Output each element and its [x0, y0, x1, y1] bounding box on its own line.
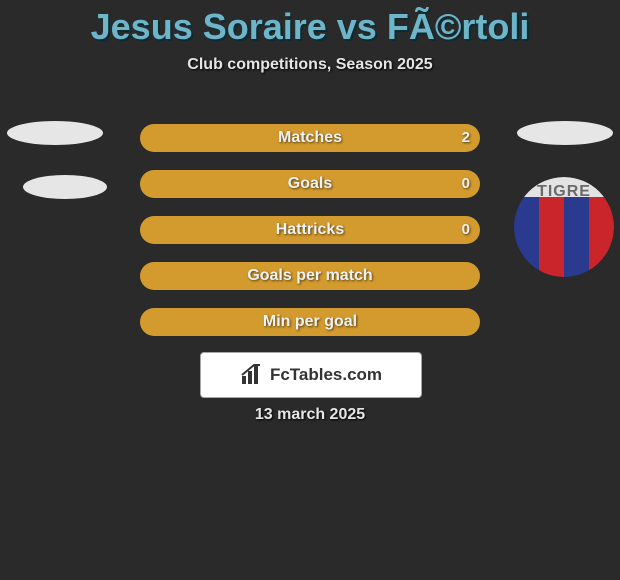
stat-label: Goals per match: [140, 262, 480, 290]
comparison-title: Jesus Soraire vs FÃ©rtoli: [0, 0, 620, 48]
stat-right-value: 0: [462, 170, 470, 198]
player-left: [0, 105, 110, 275]
stat-label: Hattricks: [140, 216, 480, 244]
player-right: TIGRE: [510, 105, 620, 275]
stat-label: Matches: [140, 124, 480, 152]
club-badge-right: TIGRE: [514, 177, 614, 277]
comparison-subtitle: Club competitions, Season 2025: [0, 56, 620, 74]
branding-text: FcTables.com: [270, 365, 382, 385]
stat-row: Goals per match: [140, 262, 480, 290]
stat-label: Goals: [140, 170, 480, 198]
stat-label: Min per goal: [140, 308, 480, 336]
club-label-right: TIGRE: [514, 183, 614, 201]
stat-bars: Matches 2 Goals 0 Hattricks 0 Goals per …: [140, 124, 480, 354]
stat-right-value: 2: [462, 124, 470, 152]
player-silhouette-icon: [0, 105, 110, 275]
bar-chart-icon: [240, 364, 264, 386]
stat-row: Hattricks 0: [140, 216, 480, 244]
branding-fctables: FcTables.com: [200, 352, 422, 398]
comparison-date: 13 march 2025: [0, 406, 620, 424]
stat-row: Goals 0: [140, 170, 480, 198]
stat-right-value: 0: [462, 216, 470, 244]
stat-row: Min per goal: [140, 308, 480, 336]
stat-row: Matches 2: [140, 124, 480, 152]
